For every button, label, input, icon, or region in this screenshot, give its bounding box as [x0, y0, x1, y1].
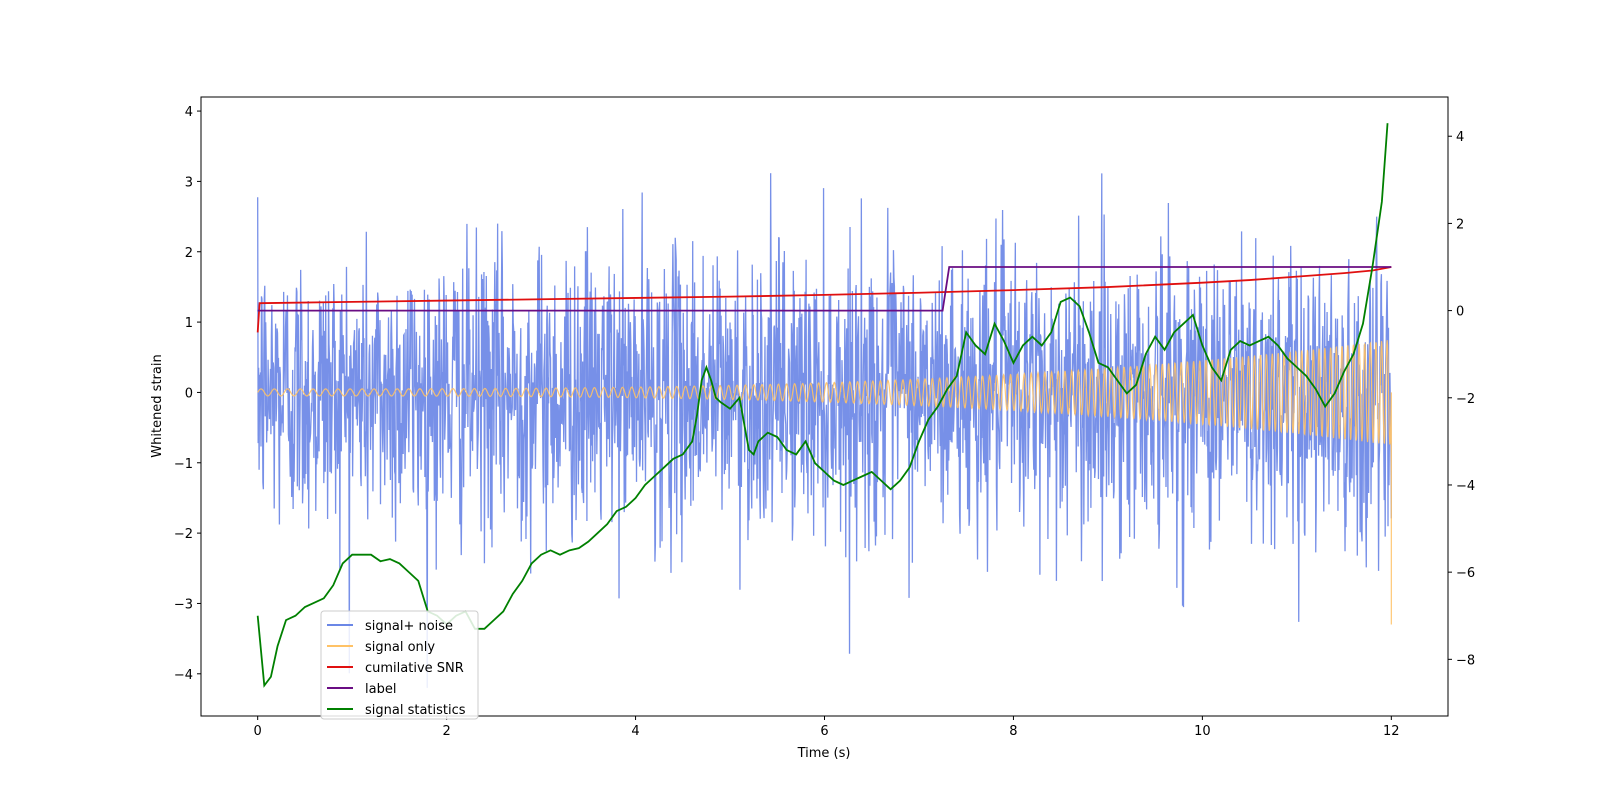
x-tick-label-0: 0 [254, 724, 262, 739]
y-tick-label-3: 3 [185, 175, 193, 190]
legend-label-2: cumilative SNR [365, 661, 464, 676]
y2-tick-label-0: 0 [1456, 305, 1464, 320]
y-axis-left: −4 −3 −2 −1 0 1 2 3 4 [174, 105, 201, 683]
x-tick-label-2: 2 [442, 724, 450, 739]
y-tick-label--4: −4 [174, 668, 193, 683]
x-axis-label: Time (s) [797, 746, 851, 761]
y-axis-label: Whitened strain [150, 354, 165, 457]
y-tick-label--3: −3 [174, 597, 193, 612]
y-axis-right: −8 −6 −4 −2 0 2 4 [1448, 130, 1475, 668]
series-signal-noise [257, 173, 1392, 688]
series-signal-only [257, 340, 1392, 625]
legend-label-4: signal statistics [365, 703, 466, 718]
y-tick-label--1: −1 [174, 457, 193, 472]
x-tick-label-8: 8 [1009, 724, 1017, 739]
series-layer [256, 123, 1392, 688]
y-tick-label-1: 1 [185, 316, 193, 331]
x-tick-label-12: 12 [1383, 724, 1400, 739]
y2-tick-label--8: −8 [1456, 653, 1475, 668]
series-cumilative-snr [256, 266, 1392, 333]
series-label [257, 266, 1392, 312]
y-tick-label--2: −2 [174, 527, 193, 542]
y-tick-label-0: 0 [185, 386, 193, 401]
x-tick-label-6: 6 [820, 724, 828, 739]
legend-label-3: label [365, 682, 396, 697]
y2-tick-label-4: 4 [1456, 130, 1464, 145]
y-tick-label-4: 4 [185, 105, 193, 120]
y-tick-label-2: 2 [185, 246, 193, 261]
legend: signal+ noise signal only cumilative SNR la… [320, 610, 479, 720]
legend-box [320, 610, 479, 720]
legend-label-0: signal+ noise [365, 619, 453, 634]
x-tick-label-10: 10 [1194, 724, 1211, 739]
x-tick-label-4: 4 [631, 724, 639, 739]
y2-tick-label--4: −4 [1456, 479, 1475, 494]
legend-label-1: signal only [365, 640, 435, 655]
y2-tick-label--6: −6 [1456, 566, 1475, 581]
y2-tick-label-2: 2 [1456, 217, 1464, 232]
y2-tick-label--2: −2 [1456, 392, 1475, 407]
